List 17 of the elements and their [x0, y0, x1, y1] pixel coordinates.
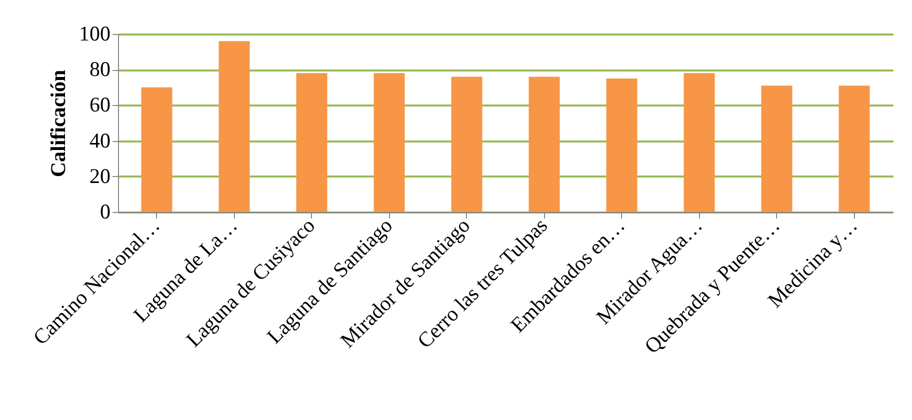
bar — [218, 41, 250, 212]
bar — [838, 86, 870, 212]
y-tick-label: 100 — [79, 22, 110, 46]
y-tick-label: 0 — [100, 200, 110, 224]
bar — [141, 87, 172, 212]
bar — [606, 78, 638, 212]
bar — [374, 73, 405, 212]
y-tick-label: 80 — [90, 57, 110, 82]
bar — [684, 73, 715, 212]
y-tick-label: 20 — [90, 164, 110, 188]
bar — [296, 73, 328, 212]
y-axis-title: Calificación — [46, 70, 70, 178]
bar — [528, 76, 560, 212]
y-tick-label: 40 — [90, 128, 110, 152]
bar — [451, 76, 482, 212]
bar — [761, 86, 792, 212]
y-tick-label: 60 — [90, 92, 110, 117]
